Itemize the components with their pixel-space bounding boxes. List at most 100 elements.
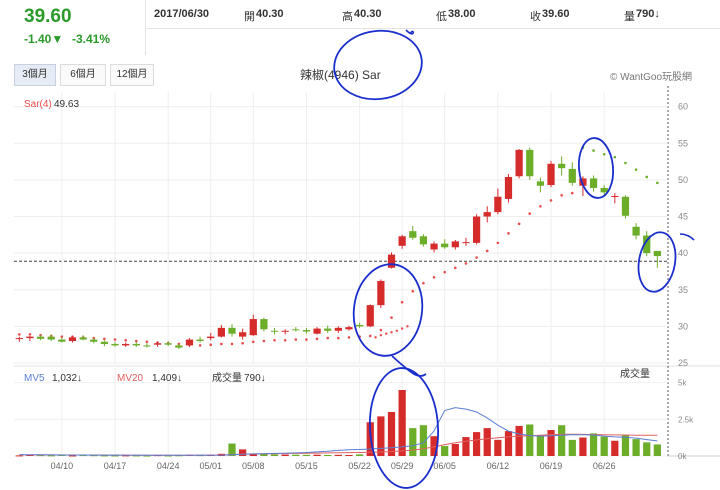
sar-dot bbox=[379, 333, 383, 337]
range-3m-button[interactable]: 3個月 bbox=[14, 64, 56, 86]
candle-body bbox=[558, 163, 566, 169]
price-tick-label: 55 bbox=[678, 138, 688, 148]
sar-dot bbox=[400, 300, 404, 304]
sar-dot bbox=[496, 241, 500, 245]
volume-bar bbox=[462, 437, 470, 456]
sar-dot bbox=[645, 175, 649, 179]
candle-body bbox=[79, 337, 87, 340]
volume-bar bbox=[334, 454, 342, 456]
sar-dot bbox=[475, 256, 478, 259]
volume-bar bbox=[430, 436, 438, 456]
candle-body bbox=[472, 216, 481, 243]
mv20-legend-label: MV20 bbox=[117, 373, 144, 384]
annotation-circle-title bbox=[333, 29, 423, 101]
candle-body bbox=[568, 168, 576, 183]
volume-bar bbox=[164, 455, 172, 457]
price-tick-label: 60 bbox=[678, 102, 688, 112]
volume-legend-value: 790↓ bbox=[244, 373, 266, 384]
price-tick-label: 50 bbox=[678, 175, 688, 185]
quote-summary: 39.60 -1.40▼ -3.41% bbox=[0, 0, 146, 55]
brand-credit: © WantGoo玩股網 bbox=[610, 72, 693, 83]
low-label: 低 bbox=[436, 11, 447, 23]
x-axis: 04/10 04/17 04/24 05/01 05/08 05/15 05/22 05/29… bbox=[51, 461, 616, 471]
candle-body bbox=[132, 343, 140, 346]
x-tick-label: 05/29 bbox=[391, 461, 414, 471]
candle-body bbox=[111, 343, 119, 346]
candle-body bbox=[345, 327, 353, 330]
sar-dot bbox=[103, 337, 106, 341]
candle-body bbox=[122, 343, 130, 346]
candle-body bbox=[228, 327, 236, 334]
mv5-legend-value: 1,032↓ bbox=[52, 373, 82, 384]
mv20-legend-value: 1,409↓ bbox=[152, 373, 182, 384]
candle-body bbox=[441, 243, 449, 248]
high-label: 高 bbox=[342, 11, 353, 23]
hand-annotations bbox=[333, 29, 695, 489]
sar-dot bbox=[634, 168, 638, 171]
sar-dot bbox=[251, 340, 255, 344]
x-tick-label: 05/08 bbox=[242, 461, 265, 471]
volume-bar bbox=[355, 454, 364, 456]
candle-body bbox=[579, 178, 587, 186]
candle-body bbox=[143, 345, 151, 347]
volume-bar bbox=[302, 454, 311, 456]
volume-bar bbox=[579, 437, 587, 456]
sar-dot bbox=[273, 338, 276, 342]
sar-dot bbox=[539, 204, 542, 208]
candle-body bbox=[175, 345, 183, 348]
volume-bars bbox=[15, 390, 661, 457]
range-12m-button[interactable]: 12個月 bbox=[110, 64, 154, 86]
volume-ma-lines bbox=[19, 407, 658, 456]
volume-bar bbox=[600, 436, 608, 456]
chart-title: 辣椒(4946) Sar bbox=[300, 68, 381, 82]
sar-dot bbox=[347, 336, 351, 339]
sar-dot bbox=[395, 329, 399, 332]
sar-dot bbox=[454, 266, 457, 270]
mv5-line bbox=[19, 407, 658, 456]
range-6m-button[interactable]: 6個月 bbox=[60, 64, 106, 86]
x-tick-label: 04/17 bbox=[104, 461, 127, 471]
candle-body bbox=[547, 163, 555, 186]
high-value: 40.30 bbox=[354, 8, 382, 20]
volume-bar bbox=[547, 430, 555, 456]
candle-body bbox=[451, 241, 459, 248]
volume-bar bbox=[387, 412, 396, 456]
candle-body bbox=[15, 338, 23, 340]
x-tick-label: 04/24 bbox=[157, 461, 180, 471]
volume-bar bbox=[324, 454, 332, 456]
sar-dot bbox=[283, 338, 287, 342]
sar-dot bbox=[326, 336, 330, 340]
sar-dot bbox=[220, 342, 223, 346]
volume-bar bbox=[228, 443, 236, 456]
price-tick-label: 30 bbox=[678, 321, 688, 331]
sar-dot bbox=[422, 281, 425, 285]
candle-body bbox=[281, 330, 289, 332]
candle-body bbox=[26, 336, 34, 339]
candle-body bbox=[632, 226, 640, 236]
candle-body bbox=[164, 343, 172, 345]
sar-dot bbox=[262, 339, 266, 343]
volume-bar bbox=[472, 432, 481, 456]
volume-bar bbox=[111, 455, 119, 457]
price-tick-label: 35 bbox=[678, 285, 688, 295]
candle-body bbox=[653, 250, 661, 257]
volume-bar bbox=[122, 455, 130, 457]
candle-body bbox=[207, 336, 215, 339]
x-tick-label: 04/10 bbox=[51, 461, 74, 471]
candle-body bbox=[515, 149, 523, 177]
volume-bar bbox=[441, 446, 449, 456]
open-value: 40.30 bbox=[256, 8, 284, 20]
sar-dot bbox=[18, 333, 21, 336]
sar-dot bbox=[134, 339, 138, 343]
candle-body bbox=[398, 236, 406, 246]
sar-indicator-label: Sar(4) bbox=[24, 99, 52, 110]
candle-body bbox=[377, 280, 385, 306]
sar-dot bbox=[337, 336, 340, 340]
volume-bar bbox=[409, 428, 417, 456]
sar-dot bbox=[560, 193, 563, 197]
open-label: 開 bbox=[244, 11, 255, 23]
sar-dot bbox=[60, 335, 64, 338]
price-change: -1.40▼ bbox=[24, 32, 64, 46]
sar-dot bbox=[485, 249, 489, 253]
